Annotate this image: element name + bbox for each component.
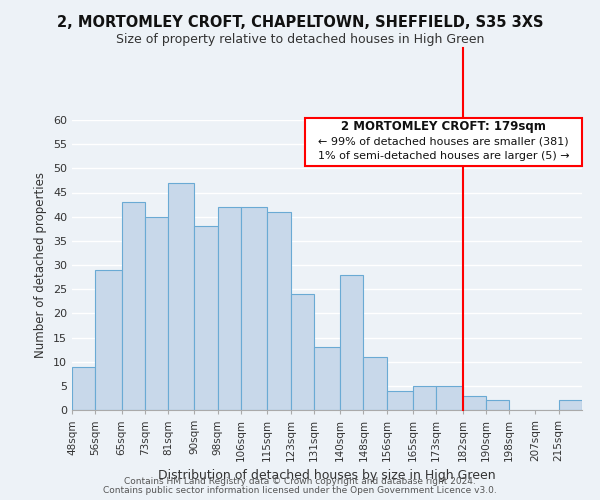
Text: Size of property relative to detached houses in High Green: Size of property relative to detached ho…: [116, 32, 484, 46]
Bar: [267, 212, 290, 410]
Bar: [340, 274, 364, 410]
X-axis label: Distribution of detached houses by size in High Green: Distribution of detached houses by size …: [158, 470, 496, 482]
Text: Contains public sector information licensed under the Open Government Licence v3: Contains public sector information licen…: [103, 486, 497, 495]
Bar: [218, 207, 241, 410]
Bar: [72, 366, 95, 410]
Text: 2 MORTOMLEY CROFT: 179sqm: 2 MORTOMLEY CROFT: 179sqm: [341, 120, 546, 134]
Bar: [145, 216, 168, 410]
Bar: [559, 400, 582, 410]
Bar: [387, 390, 413, 410]
Bar: [486, 400, 509, 410]
Bar: [122, 202, 145, 410]
Text: Contains HM Land Registry data © Crown copyright and database right 2024.: Contains HM Land Registry data © Crown c…: [124, 477, 476, 486]
Y-axis label: Number of detached properties: Number of detached properties: [34, 172, 47, 358]
Bar: [168, 183, 194, 410]
Text: ← 99% of detached houses are smaller (381): ← 99% of detached houses are smaller (38…: [318, 136, 569, 146]
Bar: [413, 386, 436, 410]
Text: 1% of semi-detached houses are larger (5) →: 1% of semi-detached houses are larger (5…: [318, 151, 569, 161]
Bar: [95, 270, 122, 410]
Bar: [436, 386, 463, 410]
FancyBboxPatch shape: [305, 118, 582, 166]
Bar: [241, 207, 267, 410]
Bar: [314, 347, 340, 410]
Text: 2, MORTOMLEY CROFT, CHAPELTOWN, SHEFFIELD, S35 3XS: 2, MORTOMLEY CROFT, CHAPELTOWN, SHEFFIEL…: [57, 15, 543, 30]
Bar: [364, 357, 387, 410]
Bar: [463, 396, 486, 410]
Bar: [194, 226, 218, 410]
Bar: [290, 294, 314, 410]
